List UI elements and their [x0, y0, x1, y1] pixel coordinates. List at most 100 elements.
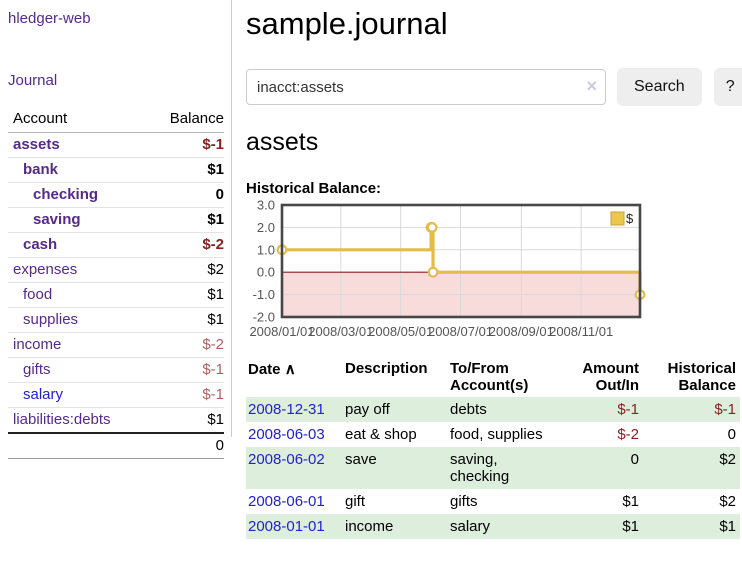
account-link-saving[interactable]: saving	[33, 211, 81, 228]
account-link-gifts[interactable]: gifts	[23, 361, 51, 378]
accounts-header-account: Account	[8, 107, 145, 133]
accounts-total-value: 0	[144, 432, 224, 459]
accounts-header-balance: Balance	[144, 107, 224, 133]
search-input[interactable]	[246, 69, 606, 105]
transaction-historical: $-1	[714, 401, 736, 418]
transaction-description: eat & shop	[345, 426, 417, 443]
register-header-historical: Historical Balance	[667, 360, 736, 394]
account-link-food[interactable]: food	[23, 286, 53, 303]
svg-text:1.0: 1.0	[257, 242, 275, 257]
account-row: checking 0	[8, 182, 224, 208]
chart-section-label: Historical Balance:	[246, 180, 382, 197]
svg-text:2008/01/01: 2008/01/01	[249, 324, 314, 339]
transaction-date-link[interactable]: 2008-12-31	[248, 401, 325, 418]
register-row: 2008-06-02 save saving, checking 0 $2	[246, 447, 740, 489]
account-row: supplies $1	[8, 307, 224, 333]
account-link-expenses[interactable]: expenses	[13, 261, 78, 278]
account-link-cash[interactable]: cash	[23, 236, 58, 253]
transaction-historical: $1	[719, 518, 736, 535]
register-header-accounts: To/From Account(s)	[450, 360, 529, 394]
clear-search-icon[interactable]: ×	[586, 76, 597, 96]
account-row: saving $1	[8, 207, 224, 233]
account-balance: 0	[144, 182, 224, 208]
register-table: Date ∧ Description To/From Account(s) Am…	[246, 357, 740, 539]
account-link-supplies[interactable]: supplies	[23, 311, 79, 328]
register-row: 2008-06-01 gift gifts $1 $2	[246, 489, 740, 514]
svg-text:-2.0: -2.0	[253, 310, 275, 325]
register-header-description: Description	[345, 360, 428, 377]
account-link-bank[interactable]: bank	[23, 161, 59, 178]
accounts-header-row: Account Balance	[8, 107, 224, 133]
svg-text:2008/11/01: 2008/11/01	[549, 324, 613, 339]
transaction-date-link[interactable]: 2008-06-03	[248, 426, 325, 443]
transaction-description: gift	[345, 493, 366, 510]
help-button[interactable]: ?	[713, 68, 742, 106]
transaction-date-link[interactable]: 2008-06-02	[248, 451, 325, 468]
account-row: cash $-2	[8, 232, 224, 258]
transaction-historical: $2	[719, 493, 736, 510]
register-header-date[interactable]: Date ∧	[248, 361, 296, 378]
transaction-description: income	[345, 518, 394, 535]
accounts-table: Account Balance assets $-1 bank $1 check…	[8, 107, 224, 459]
register-header-row: Date ∧ Description To/From Account(s) Am…	[246, 357, 740, 397]
account-row: gifts $-1	[8, 357, 224, 383]
transaction-accounts: gifts	[450, 493, 478, 510]
register-row: 2008-06-03 eat & shop food, supplies $-2…	[246, 422, 740, 447]
account-link-salary[interactable]: salary	[23, 386, 64, 403]
svg-text:2008/03/01: 2008/03/01	[308, 324, 373, 339]
transaction-amount: $-1	[617, 401, 639, 418]
brand-link[interactable]: hledger-web	[8, 10, 91, 27]
account-row: expenses $2	[8, 257, 224, 283]
sidebar-item-journal[interactable]: Journal	[8, 72, 58, 89]
transaction-description: pay off	[345, 401, 390, 418]
transaction-amount: $1	[622, 518, 639, 535]
account-row: salary $-1	[8, 382, 224, 408]
app: hledger-web Journal Account Balance asse…	[0, 0, 742, 539]
sidebar: hledger-web Journal Account Balance asse…	[0, 0, 232, 459]
account-link-income[interactable]: income	[13, 336, 62, 353]
transaction-date-link[interactable]: 2008-06-01	[248, 493, 325, 510]
sort-ascending-icon: ∧	[284, 361, 296, 378]
account-balance: $1	[144, 407, 224, 434]
account-balance: $-2	[144, 332, 224, 358]
svg-text:2008/07/01: 2008/07/01	[428, 324, 493, 339]
search-form: × Search ?	[246, 68, 742, 106]
sidebar-nav: Journal	[8, 72, 224, 90]
account-row: food $1	[8, 282, 224, 308]
account-link-liabilities-debts[interactable]: liabilities:debts	[13, 411, 111, 428]
svg-text:0.0: 0.0	[257, 265, 275, 280]
account-link-assets[interactable]: assets	[13, 136, 60, 153]
transaction-historical: 0	[727, 426, 736, 443]
legend-label: $	[626, 211, 634, 226]
account-row: income $-2	[8, 332, 224, 358]
transaction-accounts: salary	[450, 518, 491, 535]
account-row: assets $-1	[8, 132, 224, 158]
transaction-accounts: debts	[450, 401, 487, 418]
transaction-date-link[interactable]: 2008-01-01	[248, 518, 325, 535]
account-title: assets	[246, 128, 319, 156]
account-link-checking[interactable]: checking	[33, 186, 99, 203]
main-content: sample.journal × Search ? assets Histori…	[232, 0, 742, 539]
transaction-accounts: food, supplies	[450, 426, 543, 443]
account-balance: $1	[144, 157, 224, 183]
account-row: bank $1	[8, 157, 224, 183]
account-row: liabilities:debts $1	[8, 407, 224, 434]
page-title: sample.journal	[246, 6, 448, 41]
transaction-historical: $2	[719, 451, 736, 468]
search-box: ×	[246, 69, 606, 105]
account-balance: $1	[144, 282, 224, 308]
account-balance: $-1	[144, 132, 224, 158]
search-button[interactable]: Search	[617, 68, 702, 106]
transaction-amount: $1	[622, 493, 639, 510]
transaction-accounts: saving, checking	[450, 451, 510, 485]
legend-swatch	[610, 211, 625, 226]
svg-text:3.0: 3.0	[257, 198, 275, 213]
svg-text:2008/05/01: 2008/05/01	[368, 324, 433, 339]
transaction-amount: 0	[630, 451, 639, 468]
account-balance: $1	[144, 207, 224, 233]
account-balance: $-2	[144, 232, 224, 258]
register-row: 2008-01-01 income salary $1 $1	[246, 514, 740, 539]
balance-chart: 3.0 2.0 1.0 0.0 -1.0 -2.02008/01/012008/03/01…	[249, 198, 646, 339]
accounts-total-row: 0	[8, 432, 224, 459]
transaction-description: save	[345, 451, 377, 468]
